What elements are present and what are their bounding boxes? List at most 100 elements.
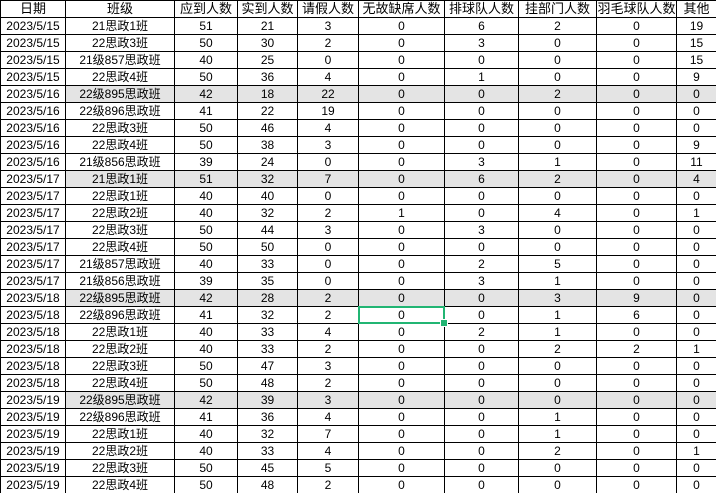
- cell[interactable]: 5: [518, 255, 597, 273]
- cell[interactable]: 22级895思政班: [65, 85, 175, 103]
- cell[interactable]: 4: [297, 119, 359, 137]
- cell[interactable]: 1: [676, 204, 716, 222]
- cell[interactable]: 0: [358, 340, 445, 358]
- selected-cell[interactable]: 0: [358, 306, 449, 328]
- cell[interactable]: 2: [297, 476, 359, 493]
- cell[interactable]: 40: [174, 442, 238, 460]
- cell[interactable]: 0: [358, 459, 445, 477]
- cell[interactable]: 2023/5/17: [0, 255, 66, 273]
- cell[interactable]: 0: [444, 357, 519, 375]
- cell[interactable]: 2: [297, 204, 359, 222]
- cell[interactable]: 1: [518, 408, 597, 426]
- column-header-2[interactable]: 应到人数: [174, 0, 238, 18]
- cell[interactable]: 0: [358, 153, 445, 171]
- cell[interactable]: 0: [676, 85, 716, 103]
- cell[interactable]: 0: [297, 51, 359, 69]
- cell[interactable]: 0: [444, 374, 519, 392]
- cell[interactable]: 0: [596, 425, 677, 443]
- cell[interactable]: 51: [174, 17, 238, 35]
- cell[interactable]: 0: [596, 391, 677, 409]
- cell[interactable]: 30: [237, 34, 298, 52]
- cell[interactable]: 50: [174, 68, 238, 86]
- cell[interactable]: 2: [518, 17, 597, 35]
- cell[interactable]: 33: [237, 323, 298, 341]
- cell[interactable]: 1: [676, 442, 716, 460]
- cell[interactable]: 2023/5/19: [0, 391, 66, 409]
- cell[interactable]: 40: [237, 187, 298, 205]
- cell[interactable]: 51: [174, 170, 238, 188]
- cell[interactable]: 3: [297, 136, 359, 154]
- cell[interactable]: 2023/5/19: [0, 459, 66, 477]
- cell[interactable]: 0: [358, 357, 445, 375]
- cell[interactable]: 22思政1班: [65, 187, 175, 205]
- cell[interactable]: 0: [676, 306, 716, 324]
- cell[interactable]: 21级856思政班: [65, 153, 175, 171]
- cell[interactable]: 0: [518, 238, 597, 256]
- cell[interactable]: 0: [444, 289, 519, 307]
- column-header-0[interactable]: 日期: [0, 0, 66, 18]
- cell[interactable]: 0: [358, 221, 445, 239]
- cell[interactable]: 0: [444, 391, 519, 409]
- column-header-4[interactable]: 请假人数: [297, 0, 359, 18]
- cell[interactable]: 6: [596, 306, 677, 324]
- cell[interactable]: 4: [297, 68, 359, 86]
- cell[interactable]: 2023/5/18: [0, 340, 66, 358]
- cell[interactable]: 0: [444, 340, 519, 358]
- cell[interactable]: 1: [518, 425, 597, 443]
- cell[interactable]: 2: [518, 85, 597, 103]
- cell[interactable]: 5: [297, 459, 359, 477]
- cell[interactable]: 22: [297, 85, 359, 103]
- cell[interactable]: 6: [444, 170, 519, 188]
- cell[interactable]: 22思政3班: [65, 357, 175, 375]
- cell[interactable]: 0: [358, 476, 445, 493]
- cell[interactable]: 0: [358, 68, 445, 86]
- cell[interactable]: 0: [676, 238, 716, 256]
- cell[interactable]: 50: [174, 136, 238, 154]
- cell[interactable]: 2023/5/17: [0, 272, 66, 290]
- cell[interactable]: 0: [676, 102, 716, 120]
- cell[interactable]: 2023/5/19: [0, 425, 66, 443]
- cell[interactable]: 0: [518, 221, 597, 239]
- cell[interactable]: 0: [518, 391, 597, 409]
- cell[interactable]: 0: [518, 51, 597, 69]
- cell[interactable]: 35: [237, 272, 298, 290]
- cell[interactable]: 0: [444, 408, 519, 426]
- cell[interactable]: 32: [237, 204, 298, 222]
- cell[interactable]: 0: [518, 187, 597, 205]
- cell[interactable]: 0: [518, 34, 597, 52]
- cell[interactable]: 0: [596, 357, 677, 375]
- cell[interactable]: 0: [358, 238, 445, 256]
- cell[interactable]: 22思政1班: [65, 323, 175, 341]
- cell[interactable]: 21级856思政班: [65, 272, 175, 290]
- cell[interactable]: 0: [518, 136, 597, 154]
- cell[interactable]: 22思政4班: [65, 238, 175, 256]
- cell[interactable]: 2: [297, 34, 359, 52]
- cell[interactable]: 3: [297, 17, 359, 35]
- cell[interactable]: 39: [174, 153, 238, 171]
- cell[interactable]: 22思政3班: [65, 459, 175, 477]
- cell[interactable]: 0: [358, 170, 445, 188]
- cell[interactable]: 0: [444, 119, 519, 137]
- cell[interactable]: 2023/5/16: [0, 102, 66, 120]
- cell[interactable]: 50: [174, 476, 238, 493]
- cell[interactable]: 0: [518, 102, 597, 120]
- cell[interactable]: 50: [174, 221, 238, 239]
- cell[interactable]: 0: [676, 357, 716, 375]
- cell[interactable]: 22: [237, 102, 298, 120]
- cell[interactable]: 36: [237, 68, 298, 86]
- cell[interactable]: 2: [297, 340, 359, 358]
- cell[interactable]: 0: [596, 17, 677, 35]
- cell[interactable]: 22级896思政班: [65, 306, 175, 324]
- cell[interactable]: 2: [297, 289, 359, 307]
- cell[interactable]: 0: [518, 459, 597, 477]
- cell[interactable]: 0: [596, 323, 677, 341]
- cell[interactable]: 41: [174, 102, 238, 120]
- cell[interactable]: 1: [518, 272, 597, 290]
- cell[interactable]: 0: [358, 187, 445, 205]
- cell[interactable]: 2: [518, 340, 597, 358]
- cell[interactable]: 0: [444, 136, 519, 154]
- cell[interactable]: 11: [676, 153, 716, 171]
- cell[interactable]: 0: [676, 459, 716, 477]
- cell[interactable]: 32: [237, 170, 298, 188]
- cell[interactable]: 0: [596, 374, 677, 392]
